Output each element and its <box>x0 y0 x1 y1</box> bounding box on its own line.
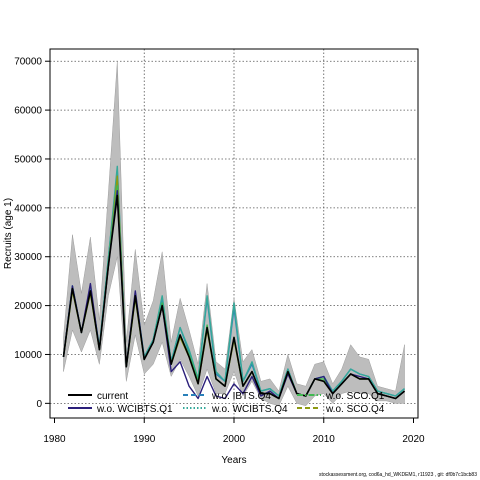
y-tick-label: 70000 <box>14 57 42 68</box>
x-axis-title: Years <box>221 455 246 466</box>
y-tick-label: 60000 <box>14 106 42 117</box>
confidence-band-area <box>63 61 405 407</box>
x-tick-label: 2020 <box>402 434 425 445</box>
x-tick-label: 2010 <box>313 434 336 445</box>
y-tick-label: 30000 <box>14 252 42 263</box>
x-tick-label: 2000 <box>223 434 246 445</box>
y-tick-label: 40000 <box>14 203 42 214</box>
x-axis: 1980 1990 2000 2010 2020 <box>43 418 425 445</box>
footnote: stockassessment.org, cod6a_hd_WKDEM1, r1… <box>318 472 477 478</box>
legend-entry: w.o. WCIBTS.Q1 <box>96 404 173 415</box>
y-tick-label: 50000 <box>14 154 42 165</box>
y-tick-label: 10000 <box>14 350 42 361</box>
series-lines <box>62 165 406 400</box>
legend-entry: w.o. WCIBTS.Q4 <box>211 404 288 415</box>
y-tick-label: 20000 <box>14 301 42 312</box>
confidence-band <box>63 61 405 407</box>
legend-entry: w.o. SCO.Q4 <box>325 404 385 415</box>
legend-entry: w.o. IBTS.Q4 <box>211 391 271 402</box>
legend: current w.o. WCIBTS.Q1 w.o. IBTS.Q4 w.o. WC… <box>68 391 385 415</box>
y-axis-title: Recruits (age 1) <box>3 198 14 269</box>
series-line-current <box>62 194 406 400</box>
legend-entry: current <box>97 391 128 402</box>
legend-entry: w.o. SCO.Q1 <box>325 391 385 402</box>
x-tick-label: 1990 <box>133 434 156 445</box>
y-axis: 0 10000 20000 30000 40000 50000 60000 70000 <box>14 57 50 410</box>
y-tick-label: 0 <box>36 399 42 410</box>
x-tick-label: 1980 <box>43 434 66 445</box>
